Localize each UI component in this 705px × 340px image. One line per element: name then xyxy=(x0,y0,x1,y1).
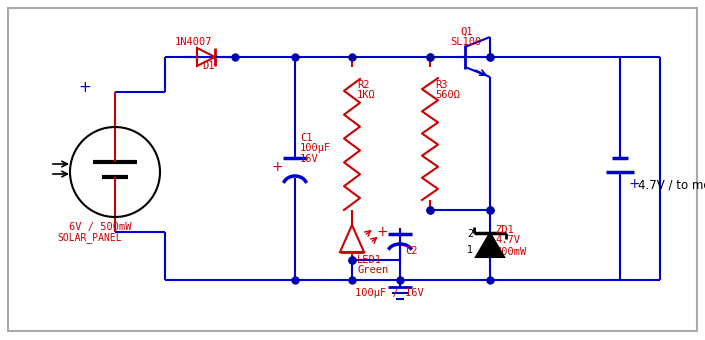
Text: C1: C1 xyxy=(300,133,312,143)
Text: 4.7V / to mobile phone: 4.7V / to mobile phone xyxy=(638,178,705,191)
Text: SOLAR_PANEL: SOLAR_PANEL xyxy=(58,232,122,243)
Text: R2: R2 xyxy=(357,80,369,90)
Text: Q1: Q1 xyxy=(460,27,472,37)
Text: 1N4007: 1N4007 xyxy=(175,37,212,47)
Text: 400mW: 400mW xyxy=(495,247,526,257)
Text: Green: Green xyxy=(357,265,388,275)
Text: 2: 2 xyxy=(467,229,473,239)
Text: 1: 1 xyxy=(467,245,473,255)
Text: C2: C2 xyxy=(405,246,417,256)
Text: +: + xyxy=(271,160,283,174)
Text: R3: R3 xyxy=(435,80,448,90)
Text: 4.7V: 4.7V xyxy=(495,235,520,245)
Text: 560Ω: 560Ω xyxy=(435,90,460,100)
Polygon shape xyxy=(476,233,504,257)
Text: SL100: SL100 xyxy=(450,37,482,47)
Text: +: + xyxy=(376,225,388,239)
Text: 16V: 16V xyxy=(300,154,319,164)
Text: +: + xyxy=(79,80,92,95)
Text: 100μF: 100μF xyxy=(300,143,331,153)
Text: 100μF / 16V: 100μF / 16V xyxy=(355,288,424,298)
Text: +: + xyxy=(628,177,639,191)
Text: 6V / 500mW: 6V / 500mW xyxy=(69,222,131,232)
Text: 1KΩ: 1KΩ xyxy=(357,90,376,100)
Text: ZD1: ZD1 xyxy=(495,225,514,235)
Text: D1: D1 xyxy=(202,61,214,71)
Text: LED1: LED1 xyxy=(357,255,382,265)
